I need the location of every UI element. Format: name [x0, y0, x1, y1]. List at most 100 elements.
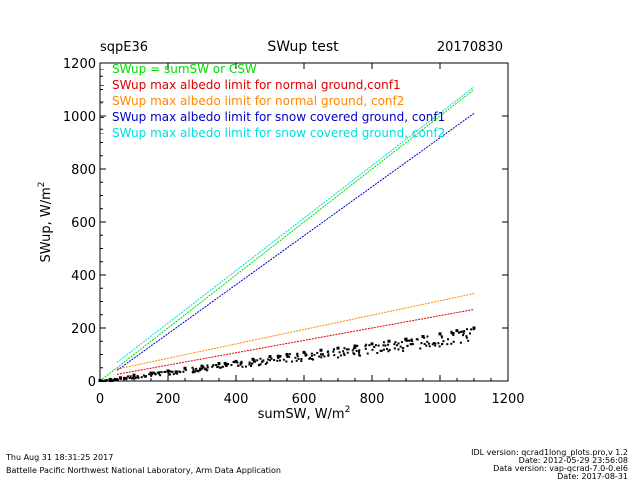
- observation-marker: [132, 373, 136, 377]
- legend-dash: -: [100, 62, 104, 76]
- observation-point: [446, 343, 449, 346]
- observation-point: [108, 380, 111, 382]
- observation-point: [384, 344, 387, 347]
- observation-point: [291, 360, 294, 363]
- observation-point: [393, 343, 396, 346]
- observation-point: [373, 346, 376, 349]
- observation-point: [354, 346, 357, 349]
- observation-point: [182, 370, 185, 373]
- observation-point: [386, 347, 389, 350]
- observation-point: [142, 374, 145, 377]
- observation-point: [294, 356, 297, 359]
- observation-point: [345, 348, 348, 351]
- observation-point: [441, 342, 444, 345]
- observation-point: [201, 367, 204, 370]
- observation-point: [129, 376, 132, 379]
- observation-point: [112, 378, 115, 381]
- observation-marker: [438, 332, 442, 336]
- observation-point: [333, 354, 336, 357]
- observation-point: [318, 355, 321, 358]
- series-line-1: [116, 308, 475, 375]
- observation-point: [332, 350, 335, 353]
- observation-point: [206, 369, 209, 372]
- observation-point: [463, 330, 466, 333]
- observation-point: [346, 351, 349, 354]
- y-tick-label: 1200: [63, 57, 96, 72]
- observation-point: [176, 372, 179, 375]
- observation-point: [193, 371, 196, 374]
- legend-entry-3: SWup max albedo limit for snow covered g…: [112, 110, 445, 124]
- observation-point: [397, 348, 400, 351]
- observation-point: [327, 354, 330, 357]
- legend-entry-0: SWup = sumSW or CSW: [112, 62, 257, 76]
- observation-point: [178, 370, 181, 373]
- observation-point: [365, 343, 368, 346]
- observation-point: [239, 363, 242, 366]
- observation-marker: [251, 357, 255, 361]
- observation-point: [116, 378, 119, 381]
- observation-point: [276, 359, 279, 362]
- observation-point: [215, 363, 218, 366]
- observation-point: [248, 363, 251, 366]
- observation-point: [220, 366, 223, 369]
- observation-point: [309, 357, 312, 360]
- observation-point: [288, 355, 291, 358]
- observation-point: [288, 353, 291, 356]
- observation-point: [217, 365, 220, 368]
- observation-point: [264, 363, 267, 366]
- observation-point: [273, 359, 276, 362]
- data-series: [98, 86, 476, 382]
- observation-point: [343, 354, 346, 357]
- legend-dash: -: [100, 94, 104, 108]
- observation-point: [352, 347, 355, 350]
- observation-point: [221, 365, 224, 368]
- observation-point: [320, 353, 323, 356]
- observation-point: [459, 331, 462, 334]
- observation-point: [278, 359, 281, 362]
- observation-point: [465, 335, 468, 338]
- x-tick-label: 600: [292, 392, 317, 407]
- observation-point: [462, 334, 465, 337]
- observation-marker: [387, 339, 391, 343]
- observation-point: [321, 353, 324, 356]
- observation-point: [415, 338, 418, 341]
- observation-point: [199, 369, 202, 372]
- observation-point: [282, 358, 285, 361]
- observation-point: [259, 357, 262, 360]
- legend: - SWup = sumSW or CSW- SWup max albedo lim…: [100, 62, 445, 140]
- observation-point: [191, 366, 194, 369]
- footer-data-date: Date: 2017-08-31: [557, 472, 628, 480]
- observation-point: [167, 372, 170, 375]
- observation-point: [296, 355, 299, 358]
- observation-marker: [268, 355, 272, 359]
- observation-point: [460, 330, 463, 333]
- observation-point: [304, 354, 307, 357]
- observation-point: [452, 332, 455, 335]
- observation-point: [411, 343, 414, 346]
- observation-marker: [217, 362, 221, 366]
- observation-point: [420, 342, 423, 345]
- observation-point: [159, 374, 162, 377]
- observation-point: [425, 344, 428, 347]
- chart-title: SWup test: [267, 39, 339, 55]
- observation-marker: [472, 326, 476, 330]
- observation-point: [393, 347, 396, 350]
- observation-point: [259, 363, 262, 366]
- observation-point: [211, 365, 214, 368]
- observation-point: [440, 335, 443, 338]
- observation-point: [101, 380, 104, 382]
- observation-point: [395, 344, 398, 347]
- observation-point: [237, 364, 240, 367]
- observation-marker: [404, 337, 408, 341]
- y-tick-label: 400: [71, 269, 96, 284]
- observation-point: [251, 362, 254, 365]
- observation-marker: [118, 376, 122, 380]
- observation-point: [468, 332, 471, 335]
- observation-point: [434, 344, 437, 347]
- observation-point: [352, 352, 355, 355]
- observation-point: [285, 360, 288, 363]
- y-tick-label: 800: [71, 163, 96, 178]
- observation-point: [125, 378, 128, 381]
- observation-point: [163, 370, 166, 373]
- legend-entry-4: SWup max albedo limit for snow covered g…: [112, 126, 445, 140]
